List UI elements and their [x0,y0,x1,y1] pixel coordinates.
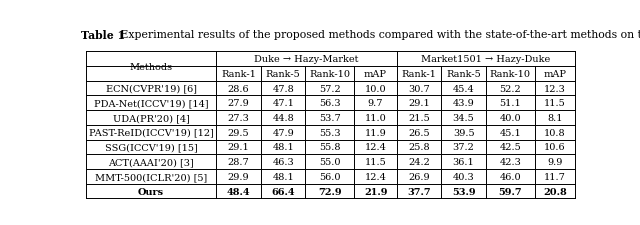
Text: 56.3: 56.3 [319,99,340,108]
Text: Methods: Methods [129,62,173,71]
Text: 55.3: 55.3 [319,128,340,137]
Text: 24.2: 24.2 [408,158,430,166]
Text: 9.9: 9.9 [547,158,563,166]
Text: 12.4: 12.4 [365,143,387,152]
Text: 21.9: 21.9 [364,187,387,196]
Text: 36.1: 36.1 [452,158,474,166]
Text: 11.9: 11.9 [365,128,387,137]
Text: PDA-Net(ICCV'19) [14]: PDA-Net(ICCV'19) [14] [94,99,209,108]
Text: 52.2: 52.2 [499,84,521,93]
Text: 12.3: 12.3 [544,84,566,93]
Text: 47.8: 47.8 [273,84,294,93]
Text: SSG(ICCV'19) [15]: SSG(ICCV'19) [15] [105,143,198,152]
Text: Table 1: Table 1 [81,30,125,40]
Text: 57.2: 57.2 [319,84,341,93]
Text: 44.8: 44.8 [273,114,294,122]
Text: 26.9: 26.9 [408,172,430,181]
Text: 29.5: 29.5 [228,128,250,137]
Text: 25.8: 25.8 [408,143,430,152]
Text: 37.2: 37.2 [452,143,474,152]
Text: 55.8: 55.8 [319,143,340,152]
Text: 37.7: 37.7 [407,187,431,196]
Text: ACT(AAAI'20) [3]: ACT(AAAI'20) [3] [108,158,194,166]
Text: Market1501 → Hazy-Duke: Market1501 → Hazy-Duke [421,55,550,64]
Text: ECN(CVPR'19) [6]: ECN(CVPR'19) [6] [106,84,196,93]
Text: 56.0: 56.0 [319,172,340,181]
Text: Rank-1: Rank-1 [221,70,256,79]
Text: Duke → Hazy-Market: Duke → Hazy-Market [254,55,359,64]
Text: 26.5: 26.5 [408,128,430,137]
Text: 9.7: 9.7 [368,99,383,108]
Text: 10.8: 10.8 [544,128,566,137]
Text: 11.7: 11.7 [544,172,566,181]
Text: .  Experimental results of the proposed methods compared with the state-of-the-a: . Experimental results of the proposed m… [110,30,640,40]
Text: 47.1: 47.1 [272,99,294,108]
Text: 30.7: 30.7 [408,84,430,93]
Text: Rank-10: Rank-10 [309,70,351,79]
Text: 55.0: 55.0 [319,158,340,166]
Text: 48.4: 48.4 [227,187,250,196]
Text: Rank-1: Rank-1 [402,70,436,79]
Text: 53.7: 53.7 [319,114,341,122]
Text: MMT-500(ICLR'20) [5]: MMT-500(ICLR'20) [5] [95,172,207,181]
Text: 11.5: 11.5 [544,99,566,108]
Text: mAP: mAP [543,70,566,79]
Text: 72.9: 72.9 [318,187,342,196]
Text: Rank-5: Rank-5 [266,70,301,79]
Text: 46.0: 46.0 [500,172,521,181]
Text: 29.9: 29.9 [228,172,250,181]
Text: 12.4: 12.4 [365,172,387,181]
Text: 28.6: 28.6 [228,84,250,93]
Text: 20.8: 20.8 [543,187,567,196]
Text: 29.1: 29.1 [408,99,430,108]
Text: 66.4: 66.4 [271,187,295,196]
Text: 47.9: 47.9 [273,128,294,137]
Text: 45.1: 45.1 [499,128,521,137]
Text: 34.5: 34.5 [452,114,474,122]
Text: 11.5: 11.5 [365,158,387,166]
Text: 51.1: 51.1 [499,99,521,108]
Text: 11.0: 11.0 [365,114,387,122]
Text: UDA(PR'20) [4]: UDA(PR'20) [4] [113,114,189,122]
Text: 53.9: 53.9 [452,187,476,196]
Text: 27.9: 27.9 [228,99,250,108]
Text: 48.1: 48.1 [273,143,294,152]
Text: 42.5: 42.5 [499,143,521,152]
Text: 39.5: 39.5 [452,128,474,137]
Text: Ours: Ours [138,187,164,196]
Text: 10.0: 10.0 [365,84,387,93]
Text: 40.3: 40.3 [452,172,474,181]
Text: mAP: mAP [364,70,387,79]
Text: 40.0: 40.0 [500,114,521,122]
Text: 59.7: 59.7 [499,187,522,196]
Text: 29.1: 29.1 [228,143,250,152]
Text: 48.1: 48.1 [273,172,294,181]
Text: 46.3: 46.3 [273,158,294,166]
Text: 27.3: 27.3 [228,114,250,122]
Text: Rank-10: Rank-10 [490,70,531,79]
Text: 45.4: 45.4 [452,84,474,93]
Text: PAST-ReID(ICCV'19) [12]: PAST-ReID(ICCV'19) [12] [89,128,214,137]
Text: 43.9: 43.9 [452,99,474,108]
Text: 21.5: 21.5 [408,114,430,122]
Text: Rank-5: Rank-5 [446,70,481,79]
Text: 42.3: 42.3 [499,158,522,166]
Text: 10.6: 10.6 [544,143,566,152]
Text: 28.7: 28.7 [228,158,250,166]
Text: 8.1: 8.1 [547,114,563,122]
